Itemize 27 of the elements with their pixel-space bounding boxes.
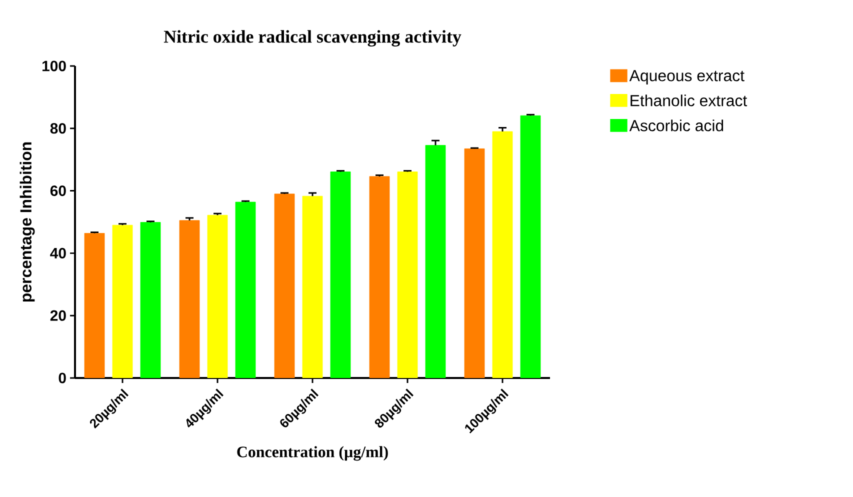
bar: [464, 148, 485, 378]
y-tick-label: 0: [58, 372, 66, 384]
legend-label: Ascorbic acid: [629, 120, 724, 132]
x-axis-title: Concentration (µg/ml): [237, 446, 388, 461]
bar: [520, 115, 541, 378]
y-tick-label: 60: [50, 185, 66, 196]
bar: [425, 145, 446, 378]
bar: [179, 220, 200, 378]
legend-label: Aqueous extract: [629, 70, 744, 84]
bar: [112, 224, 133, 378]
y-tick-label: 40: [50, 248, 66, 258]
y-tick-label: 20: [50, 310, 66, 321]
bar: [397, 172, 418, 378]
y-tick-label: 100: [42, 60, 66, 72]
bar: [274, 194, 295, 378]
bar: [330, 172, 351, 378]
bar: [235, 202, 256, 378]
legend-label: Ethanolic extract: [630, 94, 748, 106]
chart-title: Nitric oxide radical scavenging activity: [164, 30, 462, 47]
bar: [84, 233, 105, 378]
bar: [369, 176, 390, 378]
y-tick-label: 80: [50, 123, 66, 134]
bar: [207, 214, 228, 378]
bar: [492, 131, 513, 378]
y-axis-title: percentage Inhibition: [20, 142, 35, 302]
bar: [302, 196, 323, 378]
bar: [140, 222, 161, 378]
